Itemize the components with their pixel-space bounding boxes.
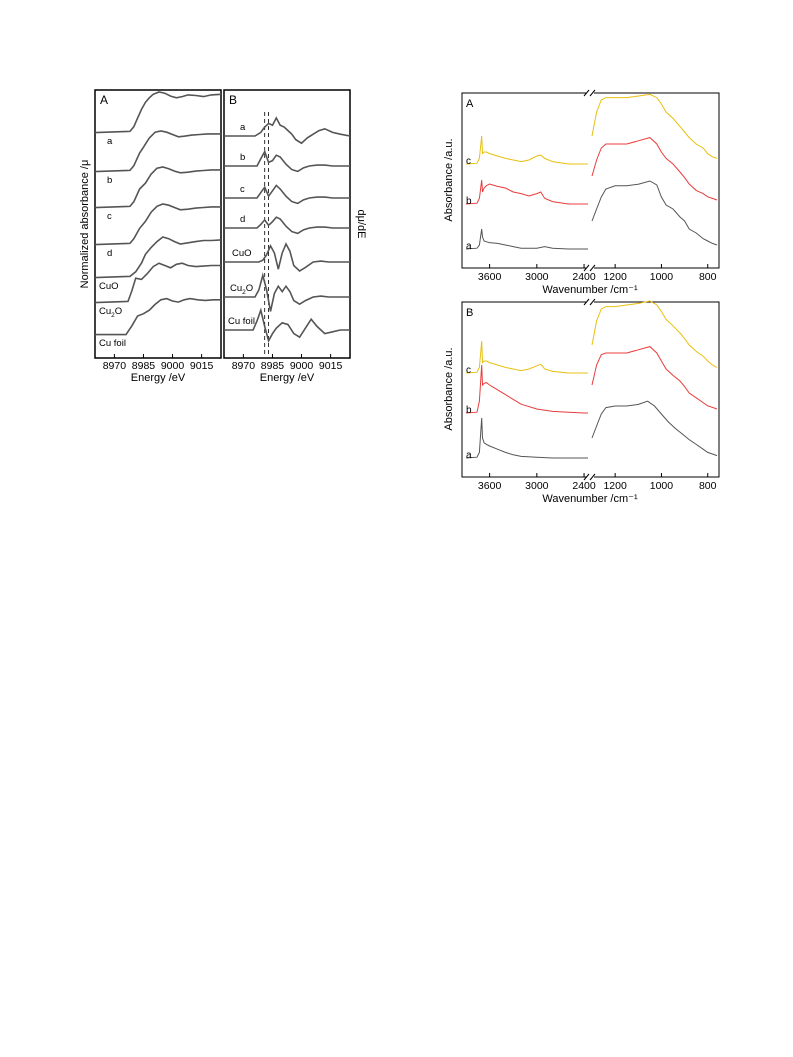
x-tick-label: 1200 xyxy=(603,271,627,283)
axis-break-mark xyxy=(589,89,596,97)
series-line xyxy=(94,130,221,173)
x-axis-label: Wavenumber /cm⁻¹ xyxy=(542,284,638,296)
axis-break-gap xyxy=(586,474,594,480)
series-line xyxy=(94,262,221,304)
panel-letter: A xyxy=(466,98,474,110)
x-axis-label: Energy /eV xyxy=(131,372,186,384)
series-label: c xyxy=(466,156,471,167)
series-label: d xyxy=(107,248,112,259)
y-axis-label: Absorbance /a.u. xyxy=(443,347,455,430)
series-line xyxy=(224,184,350,205)
series-line xyxy=(224,272,350,312)
series-line xyxy=(94,236,222,279)
panel-letter: B xyxy=(229,93,237,107)
series-label: a xyxy=(466,241,472,252)
series-line xyxy=(224,307,350,343)
series-label: b xyxy=(240,152,245,163)
series-label: CuO xyxy=(232,248,252,259)
series-line xyxy=(95,297,221,336)
x-tick-label: 3600 xyxy=(478,271,502,283)
series-label: a xyxy=(240,122,246,133)
xanes-b-frame xyxy=(223,89,351,359)
series-line xyxy=(465,179,588,205)
series-line xyxy=(224,149,350,173)
x-tick-label: 1200 xyxy=(603,480,627,492)
x-axis-label: Wavenumber /cm⁻¹ xyxy=(542,493,638,505)
axis-break-mark xyxy=(583,89,590,97)
series-line xyxy=(224,216,350,235)
x-tick-label: 800 xyxy=(699,271,717,283)
series-line xyxy=(94,91,222,134)
series-label: c xyxy=(466,365,471,376)
axis-break-mark xyxy=(583,473,590,481)
series-label: b xyxy=(466,405,472,416)
ir-panel-b: B a b c 3600 3000 2400 1200 1000 800 Wavenumber… xyxy=(443,298,720,505)
series-line xyxy=(591,346,718,410)
series-label: d xyxy=(240,214,245,225)
series-label: Cu2O xyxy=(99,306,122,319)
ir-panel-a: A a b c 3600 3000 2400 1200 1000 800 Wavenumber… xyxy=(443,89,720,296)
series-label: Cu2O xyxy=(230,283,253,296)
x-tick-label: 8985 xyxy=(132,360,156,372)
series-line xyxy=(94,166,221,209)
axis-break-mark xyxy=(589,473,596,481)
axis-break-mark xyxy=(583,264,590,272)
series-label: a xyxy=(466,450,472,461)
series-line xyxy=(591,180,718,246)
axis-break-gap xyxy=(586,265,594,271)
x-tick-label: 1000 xyxy=(650,480,674,492)
panel-letter: B xyxy=(466,307,473,319)
series-line xyxy=(591,300,718,368)
xanes-panel-a: A a b c d CuO Cu2O Cu foil 8970 8985 9000 9015 En… xyxy=(79,89,222,384)
series-line xyxy=(591,93,718,159)
axis-break-gap xyxy=(586,90,594,96)
x-tick-label: 3000 xyxy=(525,271,549,283)
series-label: c xyxy=(240,184,245,195)
x-tick-label: 2400 xyxy=(572,271,596,283)
series-line xyxy=(94,203,221,246)
series-label: Cu foil xyxy=(99,338,126,349)
series-label: a xyxy=(107,136,113,147)
axis-break-mark xyxy=(583,298,590,306)
axis-break-mark xyxy=(589,264,596,272)
x-tick-label: 8970 xyxy=(103,360,127,372)
y-axis-label: Absorbance /a.u. xyxy=(443,138,455,221)
x-tick-label: 9015 xyxy=(319,360,343,372)
series-label: b xyxy=(466,196,472,207)
x-tick-label: 3600 xyxy=(478,480,502,492)
series-line xyxy=(591,137,718,201)
ir-a-frame xyxy=(461,92,720,269)
series-line xyxy=(465,340,588,374)
panel-letter: A xyxy=(100,93,108,107)
series-line xyxy=(465,135,588,165)
x-tick-label: 3000 xyxy=(525,480,549,492)
x-tick-label: 9015 xyxy=(190,360,214,372)
x-axis-label: Energy /eV xyxy=(260,372,315,384)
series-label: c xyxy=(107,211,112,222)
x-tick-label: 2400 xyxy=(572,480,596,492)
x-tick-label: 800 xyxy=(699,480,717,492)
axis-break-gap xyxy=(586,299,594,305)
series-line xyxy=(465,417,588,459)
series-label: CuO xyxy=(99,281,119,292)
x-tick-label: 9000 xyxy=(161,360,185,372)
series-line xyxy=(224,242,350,273)
series-label: b xyxy=(107,175,112,186)
xanes-a-frame xyxy=(94,89,222,359)
series-line xyxy=(465,228,588,250)
series-line xyxy=(591,400,718,457)
xanes-panel-b: B a b c d CuO Cu2O Cu foil 8970 8985 9000 9015 En… xyxy=(223,89,367,384)
series-line xyxy=(224,116,351,145)
x-tick-label: 9000 xyxy=(290,360,314,372)
y-axis-label: Normalized absorbance /μ xyxy=(79,160,91,289)
axis-break-mark xyxy=(589,298,596,306)
y-axis-label: dμ/dE xyxy=(355,210,367,239)
x-tick-label: 8970 xyxy=(232,360,256,372)
series-label: Cu foil xyxy=(228,316,255,327)
x-tick-label: 1000 xyxy=(650,271,674,283)
series-line xyxy=(465,364,588,414)
x-tick-label: 8985 xyxy=(261,360,285,372)
